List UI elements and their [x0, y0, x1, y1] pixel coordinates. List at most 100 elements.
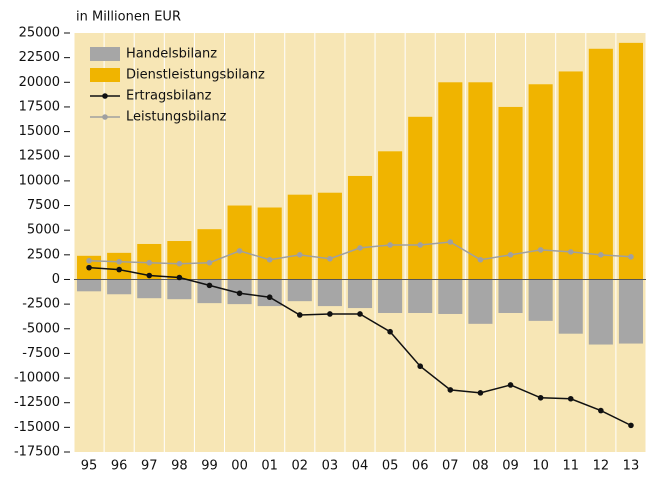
legend-point: [102, 114, 108, 120]
y-tick-label: 10000: [19, 173, 60, 188]
bar: [438, 82, 463, 280]
y-tick-label: -2500: [22, 297, 60, 312]
x-tick-label: 13: [623, 459, 640, 474]
point: [266, 294, 273, 301]
bar: [408, 279, 433, 313]
point: [296, 252, 303, 258]
x-tick-label: 09: [502, 459, 519, 474]
x-tick-label: 08: [472, 459, 489, 474]
bar: [197, 279, 222, 304]
legend-point: [102, 93, 108, 99]
bar: [317, 192, 342, 280]
y-tick-label: -7500: [22, 346, 60, 361]
y-tick-label: 7500: [27, 198, 60, 213]
point: [86, 257, 92, 264]
x-tick-label: 00: [231, 459, 248, 474]
point: [598, 252, 604, 258]
bar: [558, 71, 583, 280]
point: [357, 245, 363, 251]
point: [327, 255, 333, 262]
point: [417, 242, 424, 248]
bar: [167, 241, 192, 280]
bar: [287, 194, 312, 280]
point: [86, 264, 92, 271]
y-tick-label: 5000: [27, 223, 60, 238]
bar: [287, 279, 312, 302]
y-tick-label: 12500: [19, 149, 60, 164]
x-tick-label: 11: [562, 459, 579, 474]
y-tick-label: 0: [52, 272, 60, 287]
bar: [498, 279, 523, 313]
point: [327, 311, 333, 317]
point: [537, 247, 544, 253]
x-tick-label: 06: [412, 459, 429, 474]
y-tick-label: -15000: [14, 420, 60, 435]
bar: [468, 82, 493, 280]
y-tick-label: 25000: [19, 26, 60, 41]
bar: [378, 151, 403, 280]
legend-swatch: [90, 68, 120, 82]
point: [567, 249, 574, 255]
point: [266, 256, 273, 263]
point: [146, 272, 153, 279]
point: [387, 242, 393, 248]
y-tick-label: 17500: [19, 99, 60, 114]
x-tick-label: 07: [442, 459, 459, 474]
bar: [528, 84, 553, 280]
x-tick-label: 04: [352, 459, 369, 474]
bar: [378, 279, 403, 313]
point: [206, 282, 213, 289]
point: [357, 311, 363, 317]
y-tick-label: 15000: [19, 124, 60, 139]
x-tick-label: 98: [171, 459, 188, 474]
y-tick-label: 22500: [19, 50, 60, 65]
x-tick-label: 03: [322, 459, 339, 474]
point: [236, 290, 243, 297]
bar: [227, 205, 252, 280]
legend-label: Ertragsbilanz: [126, 89, 212, 104]
bar: [137, 279, 162, 299]
point: [477, 390, 484, 396]
bar: [408, 116, 433, 280]
bar: [197, 229, 222, 280]
y-tick-label: 2500: [27, 247, 60, 262]
bar: [558, 279, 583, 334]
bar: [347, 175, 373, 280]
point: [447, 239, 454, 245]
legend-label: Dienstleistungsbilanz: [126, 68, 265, 83]
bar: [167, 279, 192, 300]
x-tick-label: 97: [141, 459, 158, 474]
x-tick-label: 05: [382, 459, 399, 474]
point: [116, 258, 122, 265]
point: [296, 312, 303, 318]
legend-label: Handelsbilanz: [126, 47, 217, 62]
point: [507, 252, 514, 258]
x-tick-label: 99: [201, 459, 218, 474]
bar: [107, 252, 132, 280]
y-tick-label: -10000: [14, 371, 60, 386]
column-background: [104, 33, 134, 452]
point: [176, 260, 183, 267]
y-axis-label: in Millionen EUR: [76, 10, 181, 25]
point: [628, 422, 634, 429]
point: [598, 407, 604, 414]
point: [387, 328, 393, 335]
bar: [317, 279, 342, 307]
bar: [468, 279, 493, 324]
x-tick-label: 10: [532, 459, 549, 474]
point: [116, 266, 122, 273]
point: [567, 395, 574, 402]
column-background: [74, 33, 104, 452]
x-tick-label: 01: [261, 459, 278, 474]
x-tick-label: 96: [111, 459, 128, 474]
bar: [618, 42, 643, 280]
bar: [618, 279, 643, 344]
point: [236, 248, 243, 254]
x-tick-label: 02: [292, 459, 309, 474]
bar: [498, 106, 523, 280]
bar: [438, 279, 463, 314]
legend-label: Leistungsbilanz: [126, 110, 227, 125]
y-tick-label: -12500: [14, 395, 60, 410]
bar: [528, 279, 553, 321]
